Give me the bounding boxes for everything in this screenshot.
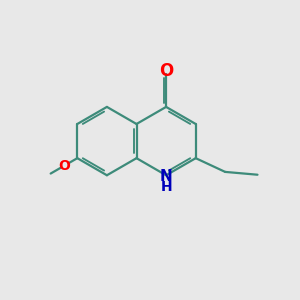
Text: H: H [160, 180, 172, 194]
Text: N: N [160, 169, 172, 184]
Text: O: O [159, 62, 173, 80]
Text: O: O [58, 159, 70, 172]
